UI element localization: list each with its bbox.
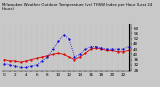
Text: Milwaukee Weather Outdoor Temperature (vs) THSW Index per Hour (Last 24 Hours): Milwaukee Weather Outdoor Temperature (v… xyxy=(2,3,152,11)
